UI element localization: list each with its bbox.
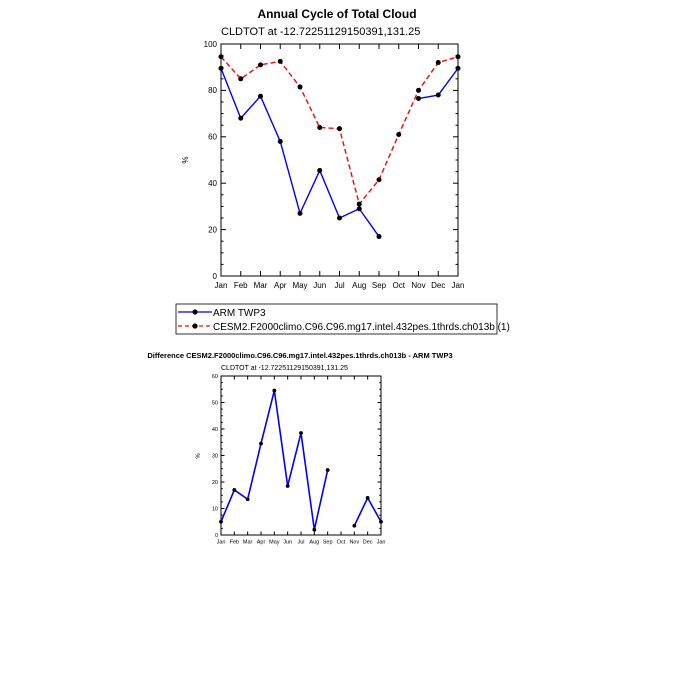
main-y-tick-label: 20	[208, 225, 217, 234]
diff-y-tick-label: 40	[212, 427, 218, 433]
difference-series-group	[219, 388, 383, 532]
diff-series-0-point	[299, 431, 303, 435]
main-annual-cycle-chart: Annual Cycle of Total Cloud CLDTOT at -1…	[181, 7, 464, 290]
main-series-0-point	[218, 65, 224, 71]
main-series-1-point	[238, 76, 244, 82]
diff-series-0-point	[312, 527, 317, 532]
main-axis-ticks: 0 20 40 60 80 100 Jan Feb Mar Apr May Jun Jul Aug Sep O…	[204, 40, 465, 290]
main-series-1-point	[258, 62, 263, 68]
main-x-tick-label: Feb	[234, 281, 248, 290]
main-y-tick-label: 80	[208, 86, 217, 95]
diff-x-tick-label: Apr	[257, 540, 266, 546]
main-y-tick-label: 100	[204, 40, 218, 49]
main-series-1-point	[356, 201, 362, 207]
main-series-0-point	[337, 215, 342, 221]
legend-box	[175, 303, 498, 335]
diff-x-tick-label: Jan	[217, 540, 226, 546]
diff-series-0-point	[365, 496, 370, 500]
main-y-tick-label: 40	[208, 179, 217, 188]
diff-y-tick-label: 0	[215, 533, 218, 539]
difference-plot-frame	[220, 375, 382, 536]
main-x-tick-label: May	[292, 281, 307, 290]
diff-x-tick-label: Dec	[363, 540, 373, 546]
diff-series-0-point	[259, 441, 263, 446]
main-x-tick-label: Dec	[431, 281, 445, 290]
main-x-tick-label: Mar	[254, 281, 268, 290]
main-series-0-point	[416, 96, 421, 102]
difference-chart-subtitle: CLDTOT at -12.72251129150391,131.25	[221, 365, 348, 372]
main-series-1-point	[416, 87, 421, 93]
main-x-tick-label: Jul	[334, 281, 344, 290]
diff-series-0-point	[285, 484, 290, 488]
legend-cesm-marker	[192, 323, 198, 329]
diff-y-tick-label: 50	[212, 400, 218, 406]
diff-x-tick-label: Aug	[309, 540, 319, 546]
main-x-tick-label: Nov	[411, 281, 425, 290]
main-series-0-point	[356, 206, 362, 212]
diff-series-0-point	[232, 488, 237, 492]
diff-x-tick-label: Jun	[283, 540, 292, 546]
main-series-1-point	[317, 125, 323, 131]
legend-arm-label: ARM TWP3	[213, 308, 266, 319]
legend-arm-marker	[192, 309, 198, 315]
main-x-tick-label: Aug	[352, 281, 366, 290]
main-y-axis-label: %	[181, 156, 190, 163]
diff-x-tick-label: Sep	[323, 540, 333, 546]
diff-series-0-point	[272, 388, 277, 393]
main-x-tick-label: Jun	[313, 281, 326, 290]
main-series-0-point	[238, 115, 244, 121]
main-series-1-point	[376, 177, 382, 183]
diff-x-tick-label: Jul	[297, 540, 304, 546]
diff-x-tick-label: Feb	[230, 540, 239, 546]
legend: ARM TWP3 CESM2.F2000climo.C96.C96.mg17.i…	[175, 303, 510, 335]
difference-axis-ticks: 0 10 20 30 40 50 60 Jan Feb Mar Apr May Jun Jul Aug Sep…	[212, 374, 386, 546]
main-series-1-point	[277, 58, 283, 64]
diff-y-tick-label: 60	[212, 374, 218, 380]
diff-series-0-point	[352, 523, 357, 528]
main-x-tick-label: Sep	[372, 281, 387, 290]
main-y-tick-label: 0	[213, 272, 218, 281]
main-series-0-point	[317, 167, 323, 173]
main-x-tick-label: Jan	[215, 281, 228, 290]
diff-x-tick-label: Oct	[337, 540, 346, 546]
difference-y-axis-label: %	[196, 453, 202, 459]
main-series-0-point	[376, 234, 382, 240]
main-x-tick-label: Apr	[274, 281, 287, 290]
diff-series-0-point	[325, 468, 330, 472]
diff-y-tick-label: 10	[212, 506, 218, 512]
main-y-tick-label: 60	[208, 133, 217, 142]
legend-cesm-label: CESM2.F2000climo.C96.C96.mg17.intel.432p…	[213, 322, 510, 333]
diff-x-tick-label: Jan	[377, 540, 386, 546]
main-series-1-point	[455, 54, 461, 60]
main-series-0-point	[258, 93, 263, 99]
main-chart-subtitle: CLDTOT at -12.72251129150391,131.25	[221, 26, 420, 38]
diff-series-0-point	[219, 519, 223, 524]
main-series-0-point	[277, 138, 283, 144]
main-x-tick-label: Jan	[452, 281, 465, 290]
main-series-1-point	[218, 54, 224, 60]
diff-series-0-point	[245, 497, 250, 502]
diff-series-0-line	[353, 497, 382, 527]
difference-chart: Difference CESM2.F2000climo.C96.C96.mg17…	[147, 351, 452, 546]
main-series-group	[218, 54, 461, 240]
main-series-1-point	[297, 84, 303, 90]
diff-x-tick-label: Mar	[243, 540, 253, 546]
diff-y-tick-label: 20	[212, 480, 218, 486]
diff-y-tick-label: 30	[212, 453, 218, 459]
difference-chart-title: Difference CESM2.F2000climo.C96.C96.mg17…	[147, 351, 452, 360]
main-x-tick-label: Oct	[393, 281, 406, 290]
main-series-0-point	[455, 65, 461, 71]
main-series-0-point	[297, 210, 303, 216]
main-series-1-point	[396, 131, 402, 137]
diff-series-0-point	[379, 519, 383, 524]
main-chart-title: Annual Cycle of Total Cloud	[257, 7, 416, 21]
diff-x-tick-label: May	[269, 540, 280, 546]
diff-series-0-line	[220, 389, 329, 531]
main-series-1-point	[337, 126, 342, 132]
main-series-0-point	[435, 92, 441, 98]
diff-x-tick-label: Nov	[349, 540, 359, 546]
main-series-1-point	[435, 60, 441, 66]
main-plot-frame	[220, 43, 459, 277]
